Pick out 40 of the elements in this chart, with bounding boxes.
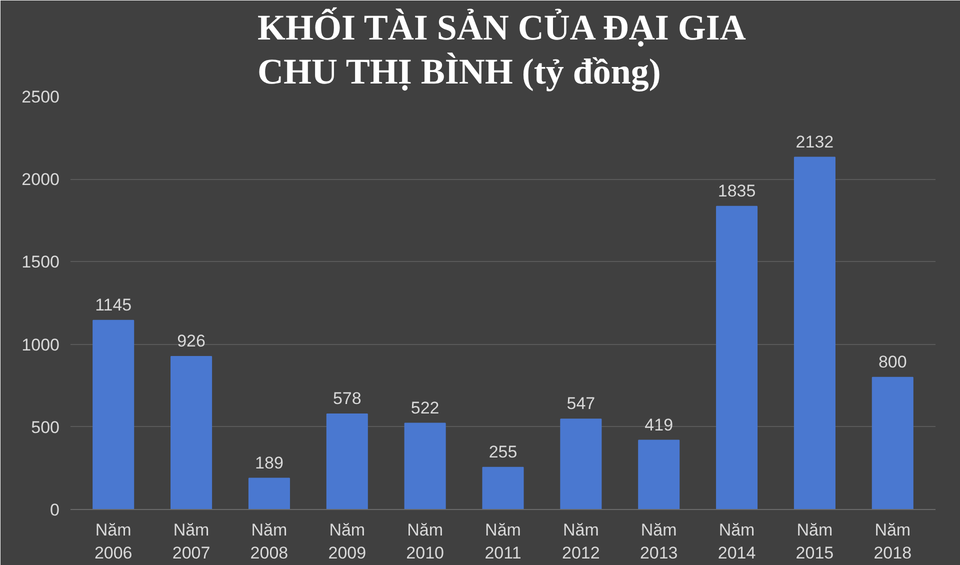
x-tick-label: Năm 2006 (94, 520, 132, 562)
bar (92, 320, 134, 510)
y-tick-label: 2500 (22, 88, 60, 106)
bar (872, 376, 914, 510)
y-tick-label: 2000 (22, 170, 60, 190)
x-tick-label: Năm 2018 (874, 520, 912, 562)
bar (794, 156, 836, 510)
y-tick-label: 1000 (22, 335, 60, 354)
data-label: 1835 (718, 181, 756, 200)
y-tick-label: 1500 (22, 252, 60, 272)
bar (170, 356, 212, 510)
chart-title: KHỐI TÀI SẢN CỦA ĐẠI GIA CHU THỊ BÌNH (tỷ đồng) (257, 6, 746, 92)
data-label: 1145 (95, 295, 132, 314)
x-tick-label: Năm 2007 (172, 520, 210, 562)
data-label: 926 (177, 332, 206, 351)
data-label: 2132 (796, 132, 834, 152)
x-tick-label: Năm 2013 (640, 520, 678, 562)
x-tick-label: Năm 2010 (406, 520, 444, 562)
bar (716, 206, 758, 510)
bar (638, 440, 680, 510)
x-tick-label: Năm 2015 (796, 520, 834, 562)
data-label: 800 (878, 352, 907, 372)
x-tick-label: Năm 2011 (484, 520, 522, 562)
bar (560, 418, 602, 510)
bar (248, 478, 290, 510)
y-tick-label: 0 (50, 500, 60, 520)
data-label: 189 (255, 453, 284, 472)
x-tick-label: Năm 2009 (328, 520, 366, 562)
x-tick-label: Năm 2008 (250, 520, 288, 562)
data-label: 419 (644, 415, 674, 434)
data-label: 547 (566, 394, 596, 414)
data-label: 255 (488, 442, 518, 462)
x-tick-label: Năm 2014 (718, 520, 756, 562)
bar (326, 414, 368, 510)
data-label: 578 (332, 389, 362, 408)
data-label: 522 (410, 398, 440, 418)
x-tick-label: Năm 2012 (562, 520, 600, 562)
bar (482, 466, 524, 510)
y-tick-label: 500 (31, 418, 60, 437)
bar (404, 422, 446, 510)
